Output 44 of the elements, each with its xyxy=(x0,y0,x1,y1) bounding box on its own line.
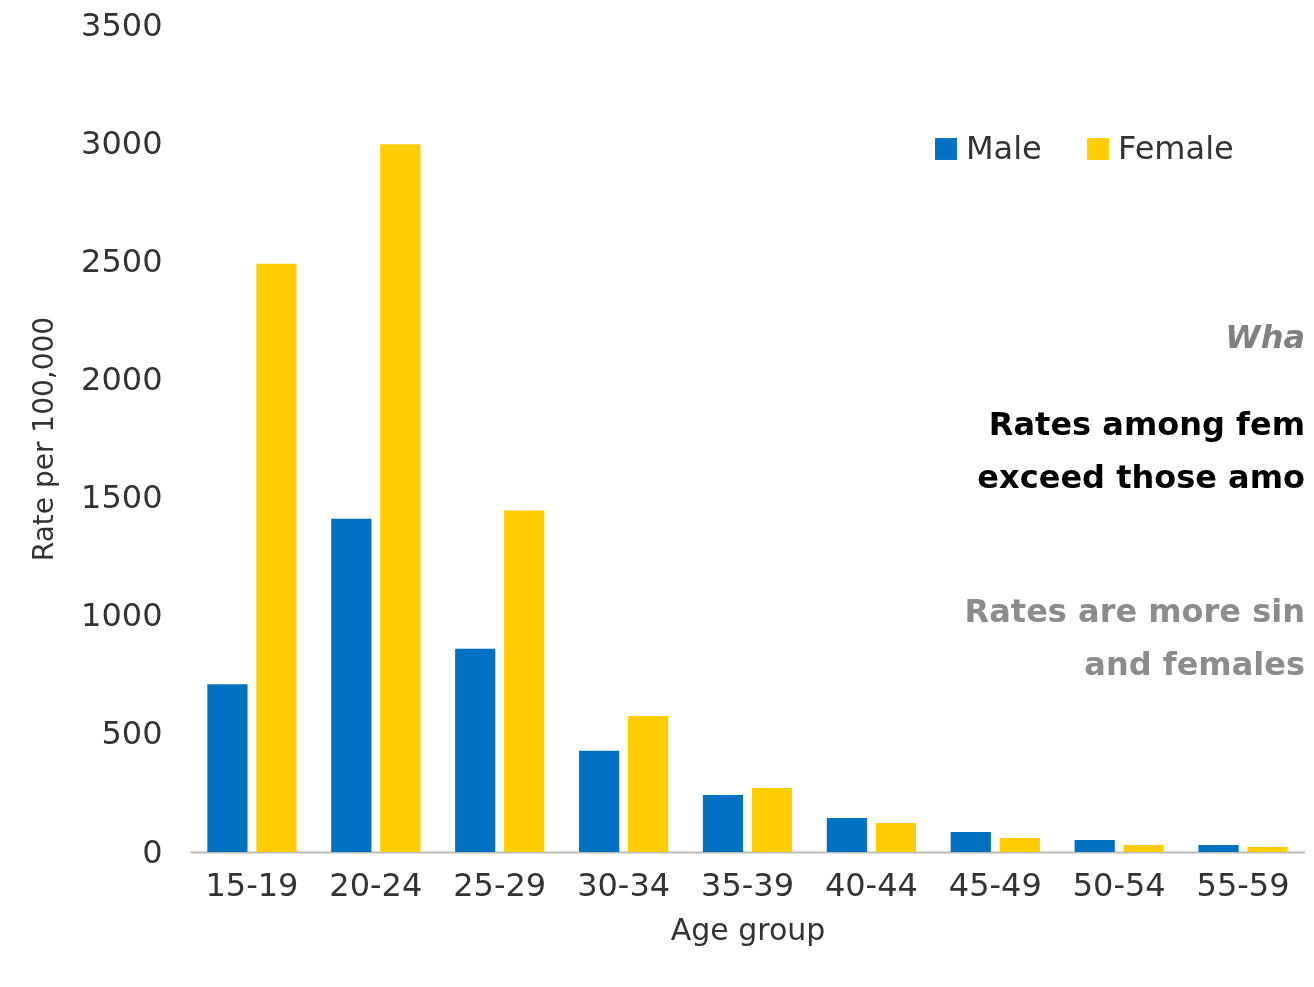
bar xyxy=(256,263,297,852)
legend-label: Female xyxy=(1118,129,1234,167)
x-axis-title: Age group xyxy=(670,911,826,947)
bar xyxy=(1198,844,1239,852)
bar xyxy=(628,715,669,852)
bar xyxy=(702,795,744,852)
bar xyxy=(455,648,496,852)
x-tick-label: 40-44 xyxy=(824,865,918,904)
y-tick-label: 1000 xyxy=(81,596,163,635)
annotation: Wha xyxy=(1225,318,1305,356)
bar xyxy=(999,838,1040,852)
y-axis-title: Rate per 100,000 xyxy=(27,316,61,562)
annotation: exceed those amo xyxy=(977,458,1305,496)
x-tick-label: 25-29 xyxy=(453,865,547,904)
bar xyxy=(331,518,372,852)
annotation: and females xyxy=(1084,645,1305,683)
x-tick-label: 55-59 xyxy=(1196,865,1290,904)
x-tick-label: 20-24 xyxy=(329,865,423,904)
bar xyxy=(380,144,421,852)
x-tick-label: 15-19 xyxy=(205,865,299,904)
bar xyxy=(207,684,248,852)
x-tick-label: 50-54 xyxy=(1072,865,1166,904)
annotation: Rates among fem xyxy=(988,405,1305,443)
bar xyxy=(875,822,916,852)
legend-label: Male xyxy=(966,129,1042,167)
bar xyxy=(1074,839,1115,852)
bar xyxy=(826,817,867,852)
y-tick-label: 3000 xyxy=(81,123,163,162)
y-tick-label: 0 xyxy=(142,832,163,871)
y-tick-label: 500 xyxy=(101,714,163,753)
bar xyxy=(1123,844,1164,852)
x-tick-label: 45-49 xyxy=(948,865,1042,904)
x-tick-label: 35-39 xyxy=(701,865,794,904)
y-tick-label: 3500 xyxy=(81,5,163,44)
bar xyxy=(504,510,545,852)
annotation: Rates are more sin xyxy=(964,592,1305,630)
bar xyxy=(579,750,620,852)
bar xyxy=(1247,847,1288,852)
y-tick-label: 2500 xyxy=(81,241,163,280)
y-tick-label: 1500 xyxy=(81,478,163,517)
bar xyxy=(751,787,793,852)
bar xyxy=(950,831,991,852)
x-tick-label: 30-34 xyxy=(577,865,671,904)
y-tick-label: 2000 xyxy=(81,359,163,398)
